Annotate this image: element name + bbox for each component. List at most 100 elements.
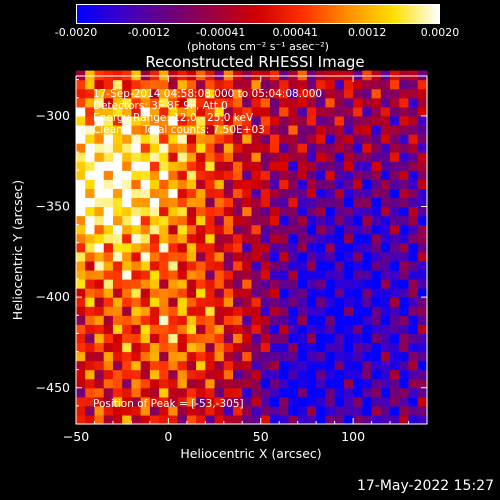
heatmap-cell	[279, 387, 290, 398]
heatmap-cell	[417, 224, 428, 235]
heatmap-cell	[334, 342, 345, 353]
heatmap-cell	[76, 369, 86, 380]
heatmap-cell	[408, 179, 419, 189]
heatmap-cell	[214, 197, 225, 208]
heatmap-cell	[343, 88, 354, 99]
heatmap-cell	[214, 279, 225, 289]
heatmap-cell	[269, 396, 280, 407]
heatmap-cell	[334, 297, 345, 307]
heatmap-cell	[214, 188, 225, 199]
heatmap-cell	[288, 124, 299, 135]
heatmap-cell	[353, 333, 363, 344]
heatmap-cell	[399, 215, 410, 226]
heatmap-cell	[186, 79, 197, 90]
heatmap-cell	[297, 297, 308, 307]
heatmap-cell	[390, 152, 400, 162]
heatmap-cell	[380, 88, 391, 99]
heatmap-cell	[251, 152, 262, 162]
heatmap-cell	[76, 405, 86, 416]
plot-timestamp: 17-May-2022 15:27	[356, 478, 494, 494]
heatmap-cell	[380, 297, 391, 307]
heatmap-cell	[297, 324, 308, 334]
heatmap-cell	[85, 414, 96, 425]
heatmap-cell	[353, 115, 363, 126]
heatmap-cell	[94, 224, 105, 235]
heatmap-cell	[242, 405, 253, 416]
heatmap-cell	[260, 215, 271, 226]
heatmap-cell	[205, 115, 216, 126]
heatmap-cell	[371, 414, 382, 425]
heatmap-cell	[269, 215, 280, 226]
heatmap-cell	[122, 333, 133, 344]
heatmap-cell	[112, 70, 123, 81]
heatmap-cell	[399, 224, 410, 235]
heatmap-cell	[131, 233, 142, 244]
heatmap-cell	[122, 369, 133, 380]
heatmap-cell	[297, 315, 308, 325]
heatmap-cell	[343, 79, 354, 90]
heatmap-cell	[205, 306, 216, 316]
heatmap-cell	[380, 161, 391, 171]
heatmap-cell	[279, 79, 290, 90]
heatmap-cell	[371, 387, 382, 398]
heatmap-cell	[196, 396, 206, 407]
heatmap-cell	[399, 206, 410, 217]
heatmap-cell	[316, 242, 326, 253]
heatmap-cell	[196, 188, 206, 199]
heatmap-cell	[85, 369, 96, 380]
heatmap-cell	[362, 269, 373, 280]
heatmap-cell	[103, 206, 114, 217]
heatmap-cell	[103, 387, 114, 398]
heatmap-cell	[122, 269, 133, 280]
heatmap-cell	[334, 197, 345, 208]
heatmap-cell	[112, 224, 123, 235]
heatmap-cell	[325, 351, 336, 362]
heatmap-cell	[260, 306, 271, 316]
heatmap-cell	[122, 79, 133, 90]
heatmap-cell	[334, 88, 345, 99]
heatmap-cell	[186, 333, 197, 344]
heatmap-cell	[149, 224, 160, 235]
heatmap-cell	[325, 405, 336, 416]
heatmap-cell	[316, 405, 326, 416]
heatmap-cell	[94, 279, 105, 289]
heatmap-cell	[288, 251, 299, 262]
heatmap-cell	[223, 170, 234, 180]
heatmap-cell	[122, 342, 133, 353]
heatmap-cell	[362, 387, 373, 398]
heatmap-cell	[316, 115, 326, 126]
heatmap-cell	[131, 396, 142, 407]
heatmap-cell	[399, 315, 410, 325]
heatmap-cell	[334, 279, 345, 289]
heatmap-cell	[334, 134, 345, 144]
heatmap-cell	[343, 251, 354, 262]
heatmap-cell	[251, 79, 262, 90]
heatmap-cell	[279, 97, 290, 108]
heatmap-cell	[269, 115, 280, 126]
heatmap-cell	[343, 170, 354, 180]
heatmap-cell	[251, 215, 262, 226]
heatmap-cell	[390, 79, 400, 90]
heatmap-cell	[408, 124, 419, 135]
heatmap-cell	[279, 143, 290, 153]
heatmap-cell	[122, 351, 133, 362]
heatmap-cell	[297, 170, 308, 180]
heatmap-cell	[269, 179, 280, 189]
heatmap-cell	[140, 206, 151, 217]
heatmap-cell	[122, 405, 133, 416]
heatmap-cell	[103, 297, 114, 307]
heatmap-cell	[103, 179, 114, 189]
heatmap-cell	[233, 79, 243, 90]
heatmap-cell	[334, 242, 345, 253]
heatmap-cell	[85, 279, 96, 289]
heatmap-cell	[177, 161, 188, 171]
heatmap-cell	[362, 414, 373, 425]
heatmap-cell	[242, 260, 253, 271]
heatmap-cell	[242, 387, 253, 398]
heatmap-cell	[380, 342, 391, 353]
heatmap-cell	[205, 134, 216, 144]
heatmap-cell	[297, 342, 308, 353]
heatmap-cell	[131, 324, 142, 334]
heatmap-cell	[297, 152, 308, 162]
heatmap-cell	[417, 97, 428, 108]
